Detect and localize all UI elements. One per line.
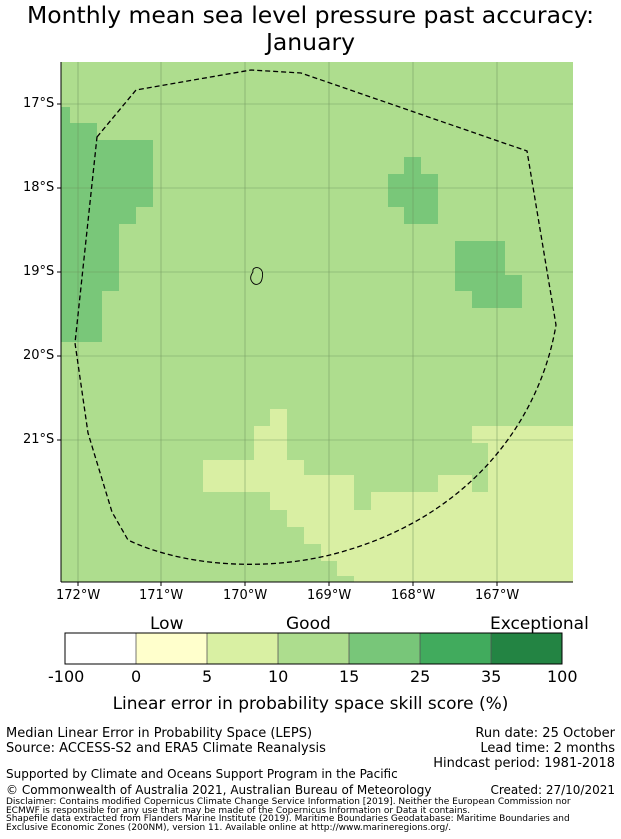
- lon-label-171w: 171°W: [139, 588, 184, 603]
- footer-source: Source: ACCESS-S2 and ERA5 Climate Reana…: [6, 741, 326, 756]
- footer-created: Created: 27/10/2021: [490, 783, 615, 797]
- colorbar-dividers: [135, 633, 492, 664]
- colorbar-segment-0-5: [136, 633, 207, 664]
- colorbar-tick-neg100: -100: [48, 667, 85, 686]
- colorbar-category-exceptional: Exceptional: [490, 614, 589, 634]
- footer-disclaimer-2: ECMWF is responsible for any use that ma…: [6, 806, 471, 816]
- colorbar-tick-10: 10: [268, 667, 289, 686]
- colorbar-label: Linear error in probability space skill …: [112, 694, 509, 714]
- footer-lead-time: Lead time: 2 months: [480, 741, 615, 756]
- axis-ticks: [57, 103, 498, 586]
- footer-method: Median Linear Error in Probability Space…: [6, 726, 313, 741]
- island-outline: [250, 267, 263, 285]
- colorbar-tick-15: 15: [339, 667, 360, 686]
- colorbar-segment-25-35: [420, 633, 491, 664]
- footer-shapefile-1: Shapefile data extracted from Flanders M…: [6, 814, 570, 824]
- region-ne-3: [404, 174, 438, 224]
- lon-label-169w: 169°W: [307, 588, 352, 603]
- lat-label-18s: 18°S: [23, 180, 55, 195]
- colorbar-segment-35-100: [491, 633, 562, 664]
- region-south-9: [354, 510, 573, 582]
- colorbar-segment-neg100-0: [65, 633, 136, 664]
- lat-label-21s: 21°S: [23, 432, 55, 447]
- lon-label-170w: 170°W: [223, 588, 268, 603]
- footer-support: Supported by Climate and Oceans Support …: [6, 767, 398, 781]
- footer-run-date: Run date: 25 October: [475, 726, 615, 741]
- colorbar-segment-5-10: [207, 633, 278, 664]
- footer-hindcast: Hindcast period: 1981-2018: [433, 756, 615, 771]
- colorbar-tick-0: 0: [131, 667, 142, 686]
- colorbar-tick-35: 35: [481, 667, 502, 686]
- colorbar-segment-10-15: [278, 633, 349, 664]
- region-west-6: [61, 140, 102, 342]
- region-se-2: [488, 426, 573, 510]
- region-south-8: [337, 510, 354, 576]
- colorbar-category-low: Low: [150, 614, 184, 634]
- title-line-1: Monthly mean sea level pressure past acc…: [26, 1, 595, 29]
- map-gridlines: [61, 62, 573, 582]
- colorbar: [64, 632, 563, 665]
- colorbar-category-good: Good: [286, 614, 331, 634]
- eez-boundary: [74, 69, 557, 565]
- colorbar-segment-15-25: [349, 633, 420, 664]
- footer-copyright: © Commonwealth of Australia 2021, Austra…: [6, 783, 432, 797]
- title-line-2: January: [265, 28, 356, 56]
- lon-label-167w: 167°W: [475, 588, 520, 603]
- lon-label-168w: 168°W: [391, 588, 436, 603]
- lat-label-20s: 20°S: [23, 348, 55, 363]
- colorbar-tick-5: 5: [202, 667, 213, 686]
- region-se-notch-2: [438, 475, 472, 492]
- colorbar-tick-100: 100: [547, 667, 578, 686]
- lat-label-17s: 17°S: [23, 96, 55, 111]
- footer-shapefile-2: Exclusive Economic Zones (200NM), versio…: [6, 823, 452, 833]
- skill-5-10-regions: [203, 409, 573, 582]
- lon-label-172w: 172°W: [56, 588, 101, 603]
- colorbar-tick-25: 25: [410, 667, 431, 686]
- region-se-notch: [472, 443, 488, 492]
- chart-title: Monthly mean sea level pressure past acc…: [0, 2, 621, 56]
- colorbar-frame: [64, 632, 563, 665]
- lat-label-19s: 19°S: [23, 264, 55, 279]
- footer-disclaimer-1: Disclaimer: Contains modified Copernicus…: [6, 797, 571, 807]
